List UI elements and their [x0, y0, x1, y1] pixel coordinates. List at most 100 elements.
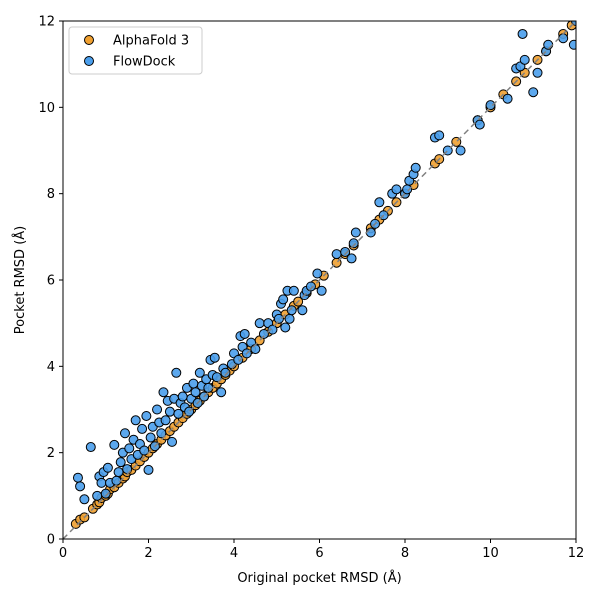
point-flowdock: [455, 145, 466, 156]
point-flowdock: [286, 305, 297, 316]
point-flowdock: [280, 322, 291, 333]
point-flowdock: [188, 378, 199, 389]
point-flowdock: [102, 462, 113, 473]
point-flowdock: [152, 404, 163, 415]
point-flowdock: [177, 391, 188, 402]
legend-box: [68, 26, 203, 75]
x-axis-label: Original pocket RMSD (Å): [237, 570, 401, 586]
point-flowdock: [391, 184, 402, 195]
point-flowdock: [167, 436, 178, 447]
point-flowdock: [350, 227, 361, 238]
point-flowdock: [130, 415, 141, 426]
point-flowdock: [100, 488, 111, 499]
point-flowdock: [348, 238, 359, 249]
y-tick-label: 2: [47, 446, 55, 461]
point-flowdock: [340, 246, 351, 257]
point-flowdock: [96, 477, 107, 488]
point-flowdock: [374, 197, 385, 208]
point-flowdock: [532, 67, 543, 78]
legend-marker-alphafold3: [84, 35, 94, 45]
y-tick-label: 4: [47, 360, 55, 375]
point-flowdock: [113, 467, 124, 478]
y-axis-label: Pocket RMSD (Å): [12, 226, 28, 334]
point-flowdock: [194, 367, 205, 378]
point-flowdock: [72, 472, 83, 483]
point-flowdock: [216, 387, 227, 398]
point-flowdock: [122, 464, 133, 475]
point-flowdock: [211, 372, 222, 383]
point-flowdock: [434, 130, 445, 141]
point-flowdock: [158, 387, 169, 398]
point-flowdock: [410, 162, 421, 173]
point-flowdock: [171, 367, 182, 378]
point-flowdock: [305, 281, 316, 292]
point-flowdock: [190, 387, 201, 398]
point-flowdock: [92, 490, 103, 501]
point-flowdock: [273, 313, 284, 324]
legend-label-alphafold3: AlphaFold 3: [113, 34, 189, 49]
point-flowdock: [517, 28, 528, 39]
point-flowdock: [346, 253, 357, 264]
point-flowdock: [254, 318, 265, 329]
point-flowdock: [312, 268, 323, 279]
legend-label-flowdock: FlowDock: [113, 55, 176, 70]
point-flowdock: [220, 367, 231, 378]
y-tick-label: 0: [47, 533, 55, 548]
point-flowdock: [111, 475, 122, 486]
point-flowdock: [109, 439, 120, 450]
point-flowdock: [164, 406, 175, 417]
x-tick-label: 2: [144, 546, 152, 561]
point-flowdock: [119, 428, 130, 439]
point-flowdock: [278, 294, 289, 305]
point-flowdock: [209, 352, 220, 363]
point-flowdock: [502, 93, 513, 104]
point-flowdock: [233, 354, 244, 365]
point-flowdock: [284, 313, 295, 324]
y-axis-ticks: 0 2 4 6 8 10 12: [38, 15, 63, 548]
reference-line-identity: [63, 21, 576, 539]
legend: AlphaFold 3 FlowDock: [68, 26, 203, 75]
point-flowdock: [528, 87, 539, 98]
point-flowdock: [137, 423, 148, 434]
point-flowdock: [316, 285, 327, 296]
y-tick-label: 12: [38, 15, 55, 30]
point-flowdock: [115, 457, 126, 468]
point-flowdock: [124, 443, 135, 454]
point-flowdock: [267, 324, 278, 335]
point-flowdock: [365, 227, 376, 238]
point-flowdock: [85, 442, 96, 453]
x-tick-label: 10: [482, 546, 499, 561]
x-axis-ticks: 0 2 4 6 8 10 12: [59, 539, 584, 561]
point-flowdock: [203, 382, 214, 393]
point-flowdock: [568, 39, 576, 50]
point-flowdock: [558, 33, 569, 44]
point-flowdock: [139, 445, 150, 456]
point-flowdock: [288, 285, 299, 296]
point-flowdock: [173, 408, 184, 419]
point-flowdock: [156, 428, 167, 439]
x-tick-label: 8: [401, 546, 409, 561]
point-flowdock: [79, 494, 90, 505]
point-flowdock: [258, 328, 269, 339]
point-flowdock: [160, 415, 171, 426]
y-tick-label: 10: [38, 101, 55, 116]
point-flowdock: [143, 464, 154, 475]
point-flowdock: [297, 305, 308, 316]
legend-marker-flowdock: [84, 56, 94, 66]
y-tick-label: 6: [47, 274, 55, 289]
point-flowdock: [75, 481, 86, 492]
point-flowdock: [239, 328, 250, 339]
point-flowdock: [474, 119, 485, 130]
point-flowdock: [543, 39, 554, 50]
point-flowdock: [250, 344, 261, 355]
y-tick-label: 8: [47, 187, 55, 202]
x-tick-label: 4: [230, 546, 238, 561]
point-flowdock: [485, 100, 496, 111]
point-flowdock: [331, 249, 342, 260]
point-flowdock: [519, 54, 530, 65]
point-flowdock: [141, 410, 152, 421]
x-tick-label: 0: [59, 546, 67, 561]
point-flowdock: [145, 432, 156, 443]
x-tick-label: 12: [568, 546, 585, 561]
